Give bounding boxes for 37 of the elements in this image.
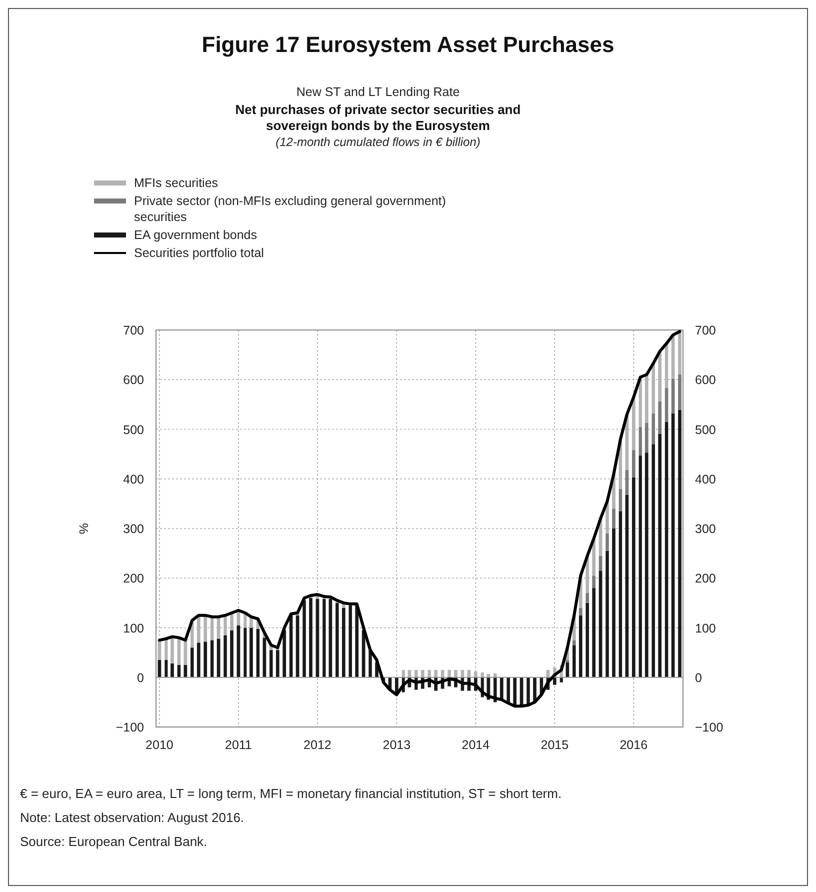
text: € = euro, EA = euro area, LT = long term, MFI = monetary financial institution, ST = short term. xyxy=(20,786,562,801)
x-tick-label: 2011 xyxy=(225,738,252,752)
y2-tick-label: 400 xyxy=(695,472,716,486)
y2-tick-label: 200 xyxy=(695,572,716,586)
legend-label: Private sector (non-MFIs excluding general government) securities xyxy=(134,194,446,224)
text: Note: Latest observation: August 2016. xyxy=(20,810,244,825)
y-tick-label: 0 xyxy=(137,670,144,685)
text: (12-month cumulated flows in € billion) xyxy=(276,135,480,149)
y2-tick-label: 100 xyxy=(695,621,716,636)
y2-tick-label: 600 xyxy=(695,373,716,388)
y2-tick-label: 0 xyxy=(695,670,702,685)
y2-tick-label: 700 xyxy=(695,324,716,338)
y2-tick-label: 500 xyxy=(695,422,716,437)
x-tick-label: 2014 xyxy=(462,738,490,752)
chart-title: Figure 17 Eurosystem Asset Purchases xyxy=(202,32,614,57)
y-tick-label: 700 xyxy=(123,324,144,338)
x-tick-label: 2016 xyxy=(620,738,648,752)
x-tick-label: 2010 xyxy=(146,738,174,752)
chart-subtitle: New ST and LT Lending Rate xyxy=(296,85,460,99)
x-tick-label: 2012 xyxy=(304,738,332,752)
text: Net purchases of private sector securities and sovereign bonds by the Eurosystem xyxy=(235,102,521,133)
legend-label: MFIs securities xyxy=(134,176,218,190)
legend-label: EA government bonds xyxy=(134,228,257,242)
y-tick-label: −100 xyxy=(116,720,144,734)
y-tick-label: 500 xyxy=(123,422,144,437)
y-tick-label: 600 xyxy=(123,373,144,388)
x-tick-label: 2015 xyxy=(540,738,569,752)
y-tick-label: 400 xyxy=(123,472,144,486)
y-tick-label: 200 xyxy=(123,572,144,586)
y-tick-label: 100 xyxy=(123,621,144,636)
y-tick-label: 300 xyxy=(123,522,144,536)
y-axis-title: % xyxy=(77,522,91,534)
y2-tick-label: 300 xyxy=(695,522,716,536)
y2-tick-label: −100 xyxy=(695,720,724,734)
legend-label: Securities portfolio total xyxy=(134,246,264,260)
x-tick-label: 2013 xyxy=(382,738,411,752)
source-note: Source: European Central Bank. xyxy=(20,834,208,849)
